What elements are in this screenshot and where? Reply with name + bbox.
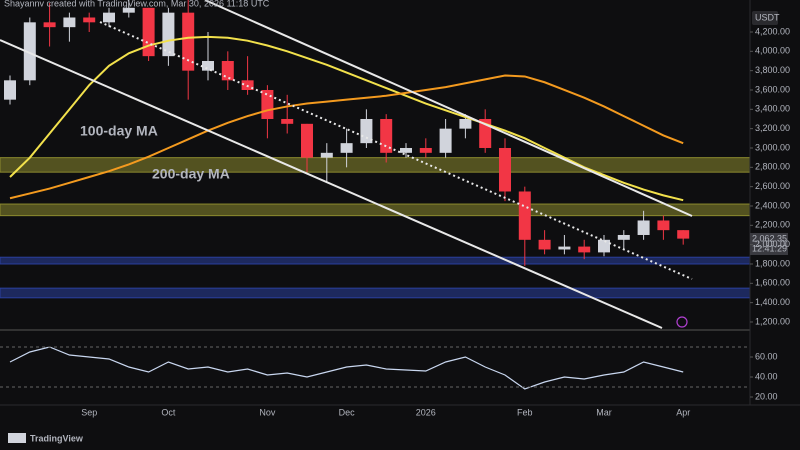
candle-body (459, 118, 472, 129)
candle-body (657, 220, 670, 231)
annotation: 200-day MA (152, 166, 230, 182)
ma-line (9, 35, 684, 202)
countdown: 12:41:29 (752, 243, 787, 253)
candle-body (63, 17, 76, 28)
y-tick-label: 2,600.00 (755, 181, 790, 191)
candle-body (637, 220, 650, 235)
currency: USDT (755, 12, 780, 22)
x-tick-label: Apr (676, 407, 690, 417)
rsi-y-tick-label: 20.00 (755, 391, 778, 401)
candle-body (677, 230, 690, 239)
x-tick-label: Feb (517, 407, 533, 417)
candle-body (518, 191, 531, 240)
candle-body (23, 22, 36, 81)
candle-body (578, 246, 591, 253)
y-tick-label: 3,600.00 (755, 84, 790, 94)
brand: TradingView (30, 433, 84, 443)
x-tick-label: Oct (161, 407, 176, 417)
candle-body (558, 246, 571, 250)
y-tick-label: 2,000.00 (755, 239, 790, 249)
candle-body (43, 22, 56, 28)
y-tick-label: 3,800.00 (755, 65, 790, 75)
y-tick-label: 2,800.00 (755, 162, 790, 172)
header: Shayannv created with TradingView.com, M… (4, 0, 270, 8)
zone (0, 256, 751, 265)
x-tick-label: 2026 (416, 407, 436, 417)
brand-logo (8, 433, 26, 443)
rsi-line (9, 346, 684, 390)
rsi-y-tick-label: 60.00 (755, 351, 778, 361)
price-label-box (750, 233, 788, 255)
y-tick-label: 3,000.00 (755, 142, 790, 152)
channel-upper (204, 0, 693, 217)
candle-body (419, 147, 432, 153)
candle-body (4, 80, 16, 100)
candle-body (320, 152, 333, 158)
annotation: 100-day MA (80, 123, 158, 139)
y-tick-label: 1,600.00 (755, 278, 790, 288)
x-tick-label: Nov (259, 407, 276, 417)
y-tick-label: 2,400.00 (755, 200, 790, 210)
candle-body (83, 17, 96, 23)
candle-body (301, 123, 313, 158)
alert-icon[interactable] (676, 316, 688, 328)
candle-body (439, 128, 452, 153)
y-tick-label: 4,200.00 (755, 26, 790, 36)
rsi-y-tick-label: 40.00 (755, 371, 778, 381)
candle-body (400, 147, 412, 153)
candle-body (380, 118, 393, 153)
channel-lower (0, 39, 663, 329)
candle-body (182, 12, 195, 71)
candle-body (499, 147, 511, 192)
plot-area (0, 0, 751, 390)
y-tick-label: 3,400.00 (755, 104, 790, 114)
y-tick-label: 2,200.00 (755, 220, 790, 230)
ma-line (9, 74, 684, 200)
y-tick-label: 3,200.00 (755, 123, 790, 133)
candle-body (617, 234, 630, 240)
currency-box (752, 11, 778, 25)
y-tick-label: 1,800.00 (755, 258, 790, 268)
y-tick-label: 1,400.00 (755, 297, 790, 307)
candle-body (162, 12, 175, 57)
candle-body (142, 7, 155, 57)
y-tick-label: 1,200.00 (755, 316, 790, 326)
candle-body (281, 118, 294, 124)
candle-body (538, 239, 551, 250)
zone (0, 287, 751, 299)
candle-body (122, 7, 135, 13)
x-tick-label: Sep (81, 407, 97, 417)
candle-body (221, 60, 234, 81)
candle-body (202, 60, 214, 71)
candle-body (360, 118, 373, 144)
x-tick-label: Mar (596, 407, 612, 417)
candle-body (103, 12, 115, 23)
candle-body (598, 239, 610, 253)
x-tick-label: Dec (339, 407, 356, 417)
candle-body (340, 143, 353, 153)
y-tick-label: 4,000.00 (755, 46, 790, 56)
candle-body (261, 89, 274, 119)
last-price: 2,062.35 (752, 233, 787, 243)
zone (0, 203, 751, 217)
